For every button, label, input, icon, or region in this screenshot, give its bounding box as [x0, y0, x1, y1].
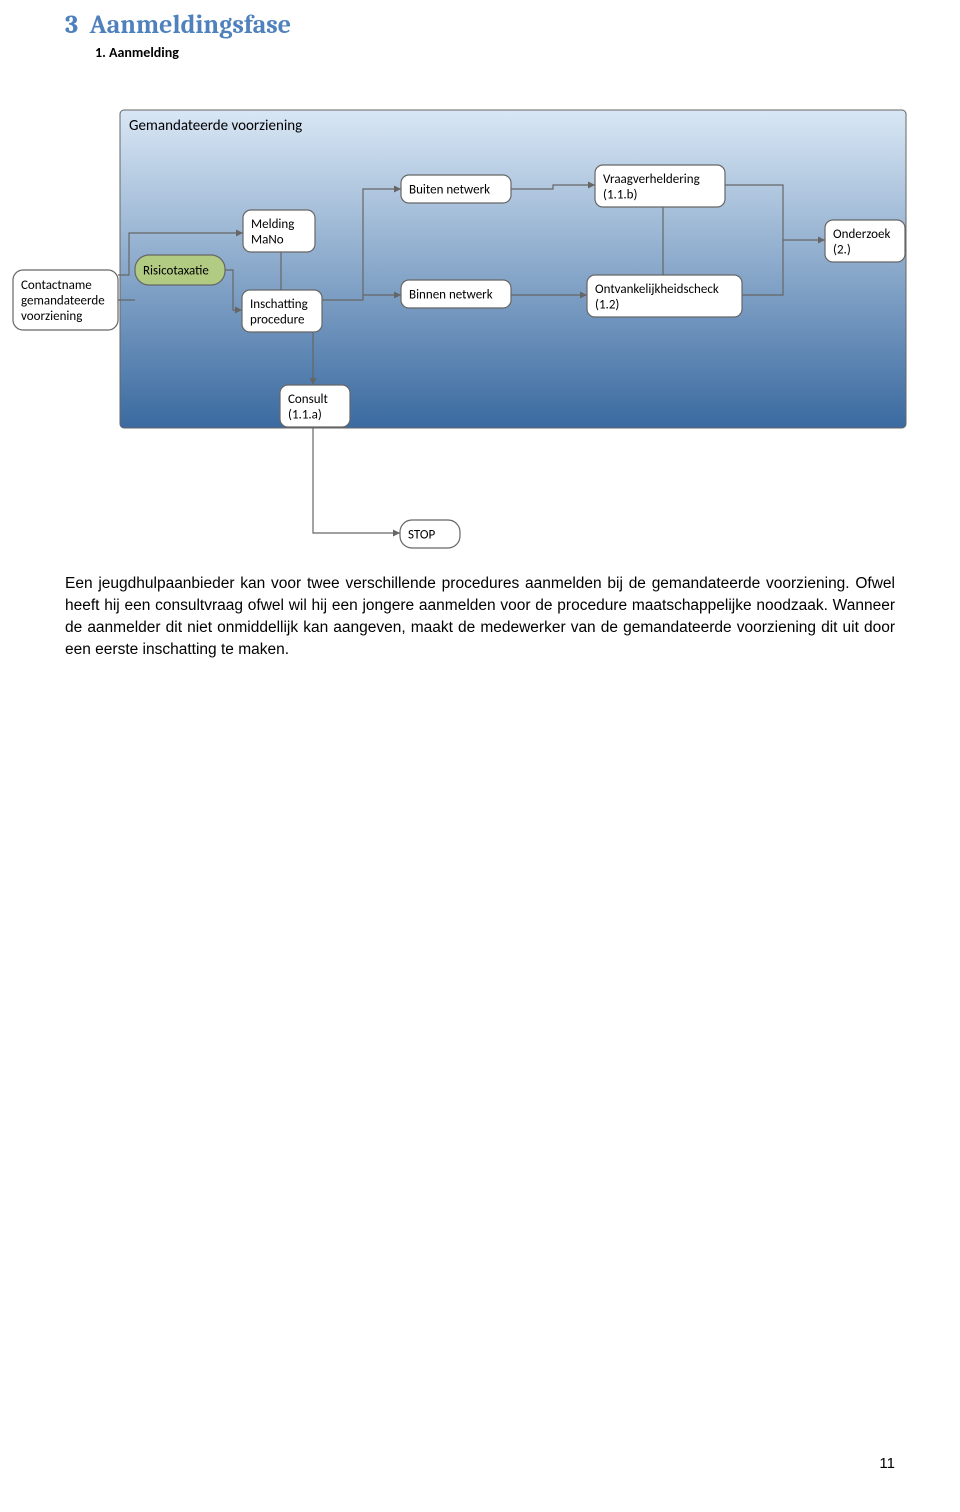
svg-text:Binnen netwerk: Binnen netwerk	[409, 288, 493, 303]
flowchart-diagram: Gemandateerde voorzieningContactnamegema…	[65, 85, 895, 565]
svg-text:Risicotaxatie: Risicotaxatie	[143, 264, 209, 279]
body-paragraph: Een jeugdhulpaanbieder kan voor twee ver…	[65, 573, 895, 661]
svg-text:Buiten netwerk: Buiten netwerk	[409, 183, 490, 198]
section-title: Aanmeldingsfase	[90, 10, 291, 40]
section-number: 3	[65, 10, 78, 40]
svg-text:Gemandateerde voorziening: Gemandateerde voorziening	[129, 117, 302, 135]
flowchart-svg: Gemandateerde voorzieningContactnamegema…	[5, 85, 945, 565]
page-number: 11	[879, 1455, 895, 1472]
svg-text:STOP: STOP	[408, 528, 435, 543]
section-subheading: 1. Aanmelding	[95, 44, 895, 61]
svg-text:Inschattingprocedure: Inschattingprocedure	[250, 297, 308, 328]
section-heading: 3 Aanmeldingsfase	[65, 10, 895, 40]
